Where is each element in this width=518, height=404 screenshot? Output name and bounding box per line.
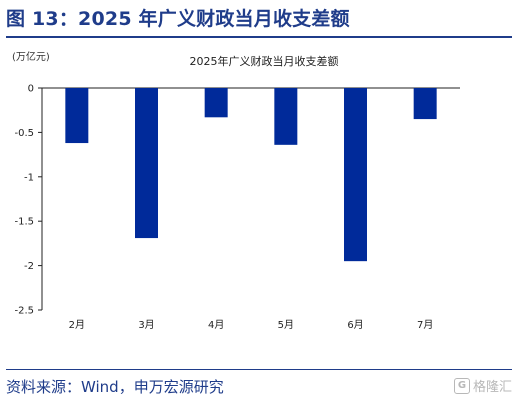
watermark: G 格隆汇 [453, 376, 512, 395]
x-tick-label: 5月 [278, 319, 294, 331]
y-tick-label: -2 [24, 261, 34, 272]
x-axis-labels: 2月 3月 4月 5月 6月 7月 [69, 319, 434, 331]
bar [413, 88, 437, 120]
y-tick-label: -0.5 [14, 128, 34, 139]
watermark-text: 格隆汇 [472, 380, 512, 395]
bottom-rule [6, 369, 512, 370]
y-axis-unit: (万亿元) [12, 50, 50, 63]
chart-title: 2025年广义财政当月收支差额 [190, 54, 339, 68]
x-tick-label: 2月 [69, 319, 85, 331]
y-tick-label: 0 [28, 84, 34, 95]
y-tick-label: -2.5 [14, 306, 34, 317]
x-tick-label: 4月 [208, 319, 224, 331]
y-axis: 0 -0.5 -1 -1.5 -2 -2.5 [14, 84, 460, 317]
figure-title: 图 13：2025 年广义财政当月收支差额 [6, 8, 350, 30]
bars [65, 88, 437, 262]
y-tick-label: -1 [24, 172, 34, 183]
x-tick-label: 7月 [417, 319, 433, 331]
bar [204, 88, 228, 118]
bar [135, 88, 158, 239]
source-note: 资料来源：Wind，申万宏源研究 [6, 378, 224, 396]
bar [344, 88, 367, 262]
y-tick-label: -1.5 [14, 217, 34, 228]
bar [274, 88, 298, 145]
x-tick-label: 6月 [347, 319, 363, 331]
bar [65, 88, 89, 144]
watermark-logo-icon: G [453, 377, 470, 394]
bar-chart: (万亿元) 2025年广义财政当月收支差额 0-0.5-1-1.5-2-2.5 … [12, 50, 460, 331]
x-tick-label: 3月 [138, 319, 154, 331]
title-rule [6, 36, 512, 38]
